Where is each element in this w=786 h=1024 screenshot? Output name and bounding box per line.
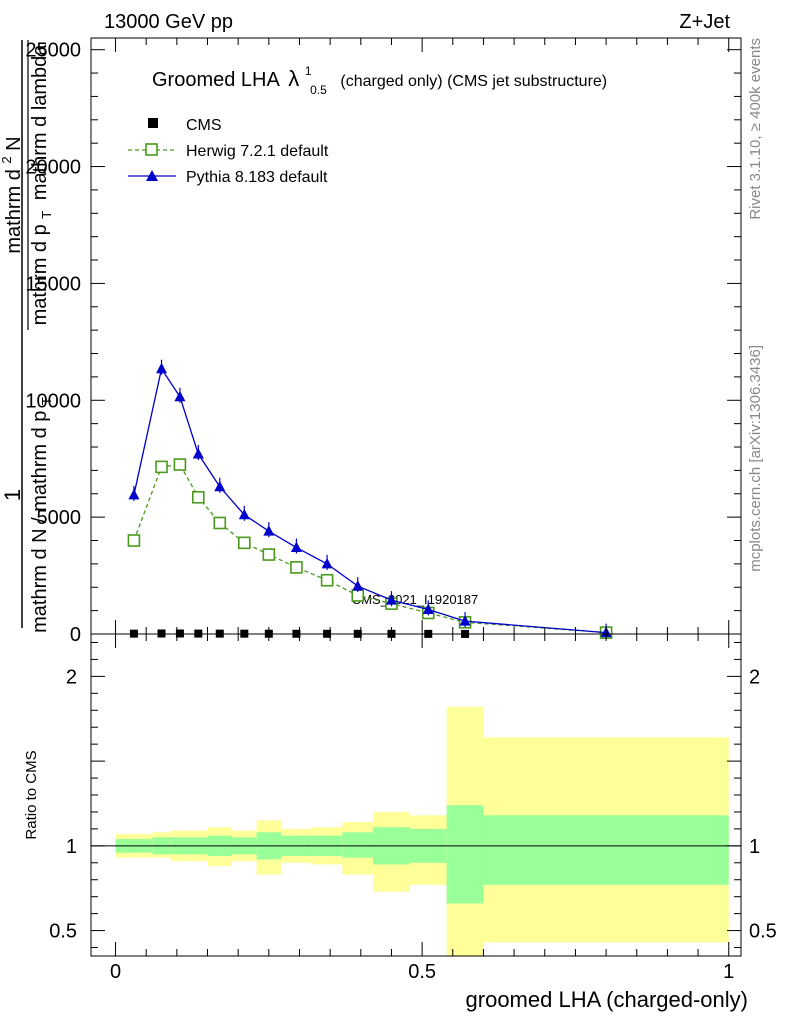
ratio-y-tick-label: 1 — [66, 836, 77, 858]
main-y-tick-label: 15000 — [25, 273, 81, 295]
legend-cms-marker — [148, 118, 158, 128]
x-tick-label: 0 — [110, 961, 121, 983]
main-y-tick-label: 10000 — [25, 390, 81, 412]
herwig-point — [192, 490, 205, 504]
pythia-line — [133, 367, 607, 634]
ratio-plot: 0.5 0.5 1 1 2 2 0 0.5 1 Ratio to CMS groomed LHA… — [23, 633, 777, 1012]
pythia-point — [174, 390, 186, 402]
ratio-axes: 0.5 0.5 1 1 2 2 0 0.5 1 — [49, 634, 777, 983]
ylabel-fraction-top: mathrm d 2 N — [0, 136, 25, 253]
ratio-band-inner — [483, 815, 729, 885]
rivet-version: Rivet 3.1.10, ≥ 400k events — [747, 38, 764, 220]
main-title-suffix: (charged only) (CMS jet substructure) — [340, 73, 607, 90]
legend-pythia-marker — [146, 170, 158, 181]
herwig-point — [238, 536, 251, 550]
series-pythia — [128, 359, 612, 639]
main-title-sup: 1 — [305, 64, 312, 78]
pythia-point — [238, 508, 250, 520]
main-series — [127, 359, 613, 639]
legend-pythia-label: Pythia 8.183 default — [186, 169, 328, 186]
ratio-bands — [115, 706, 729, 956]
ratio-y-tick-label: 2 — [66, 666, 77, 688]
main-title: Groomed LHA λ 1 0.5 (charged only) (CMS … — [152, 58, 607, 99]
herwig-line — [133, 463, 607, 634]
herwig-point — [173, 458, 187, 471]
x-tick-label: 0.5 — [408, 961, 436, 983]
pythia-point — [214, 480, 226, 492]
ratio-y-tick-label: 0.5 — [49, 921, 77, 943]
ylabel-denominator: mathrm d N / mathrm d p T — [29, 397, 54, 633]
main-y-label: 1 mathrm d N / mathrm d p T mathrm d 2 N… — [0, 40, 56, 633]
main-y-tick-label: 5000 — [37, 507, 82, 529]
ratio-y-tick-label-right: 2 — [749, 666, 760, 688]
watermark: CMS_2021_I1920187 — [352, 592, 479, 607]
ratio-y-tick-label-right: 0.5 — [749, 921, 777, 943]
pythia-point — [385, 594, 397, 605]
ratio-y-label: Ratio to CMS — [23, 750, 40, 839]
header-right: Z+Jet — [679, 11, 730, 33]
pythia-point — [321, 557, 333, 569]
legend-cms-label: CMS — [186, 117, 222, 134]
pythia-point — [156, 362, 168, 374]
main-y-tick-label: 25000 — [25, 40, 81, 62]
pythia-point — [128, 488, 140, 500]
herwig-point — [290, 561, 303, 574]
herwig-point — [320, 573, 334, 587]
series-herwig — [127, 458, 613, 639]
pythia-point — [459, 615, 471, 626]
main-title-symbol: λ — [288, 66, 299, 91]
main-y-tick-label: 0 — [70, 624, 81, 646]
header-left: 13000 GeV pp — [104, 11, 233, 33]
ylabel-fraction-bottom: mathrm d p T mathrm d lambda — [29, 44, 56, 326]
main-plot: CMS_2021_I1920187 0 5000 10000 15000 20000 25… — [0, 37, 742, 646]
legend-herwig-marker — [145, 143, 158, 156]
pythia-point — [290, 541, 302, 553]
main-y-tick-label: 20000 — [25, 157, 81, 179]
pythia-point — [352, 580, 364, 591]
cms-data-point — [157, 629, 166, 638]
main-y-axis: 0 5000 10000 15000 20000 25000 — [25, 40, 741, 646]
herwig-point — [262, 548, 276, 561]
herwig-point — [127, 534, 141, 547]
pythia-point — [192, 448, 204, 459]
main-x-ticks — [115, 38, 730, 634]
cms-data-point — [175, 629, 184, 638]
herwig-point — [155, 460, 168, 474]
x-axis-label: groomed LHA (charged-only) — [466, 987, 748, 1012]
legend: CMS Herwig 7.2.1 default Pythia 8.183 de… — [128, 117, 329, 186]
mcplots-credit: mcplots.cern.ch [arXiv:1306.3436] — [747, 345, 764, 572]
main-title-prefix: Groomed LHA — [152, 69, 280, 91]
ratio-y-tick-label-right: 1 — [749, 836, 760, 858]
ratio-band-inner — [446, 805, 484, 904]
x-tick-label: 1 — [723, 961, 734, 983]
ylabel-numerator: 1 — [0, 489, 25, 501]
pythia-point — [263, 525, 275, 536]
pythia-point — [422, 603, 434, 614]
legend-herwig-label: Herwig 7.2.1 default — [186, 143, 329, 160]
ratio-band-inner — [342, 832, 374, 858]
main-title-sub: 0.5 — [310, 83, 327, 97]
herwig-point — [213, 516, 227, 530]
